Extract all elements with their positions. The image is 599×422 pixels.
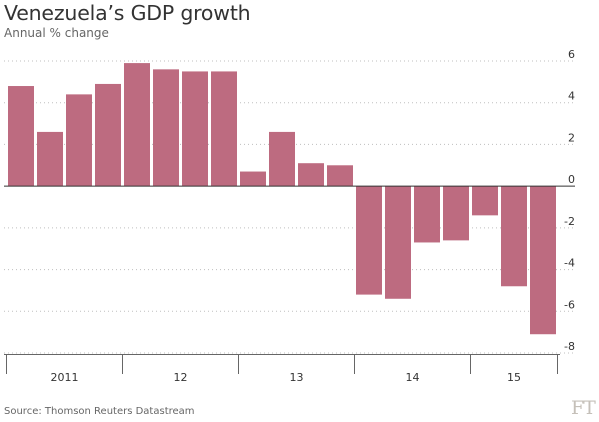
bar-18 — [530, 186, 556, 335]
gdp-growth-chart: 6 4 2 0 -2 -4 -6 -8 2011 12 13 14 15 — [4, 48, 575, 384]
bar-1 — [37, 131, 63, 187]
bar-6 — [182, 71, 208, 187]
x-year-label-15: 15 — [507, 371, 521, 384]
bar-12 — [356, 186, 382, 295]
y-tick-label--4: -4 — [564, 257, 575, 270]
bar-5 — [153, 69, 179, 187]
x-year-label-13: 13 — [290, 371, 304, 384]
y-tick-label--2: -2 — [564, 215, 575, 228]
bar-0 — [8, 86, 34, 187]
bar-9 — [269, 131, 295, 187]
ft-logo: FT — [571, 397, 596, 419]
bar-13 — [385, 186, 411, 299]
y-tick-label--8: -8 — [564, 340, 575, 353]
bar-14 — [414, 186, 440, 243]
x-year-label-12: 12 — [174, 371, 188, 384]
bar-2 — [66, 94, 92, 187]
x-year-label-2011: 2011 — [51, 371, 79, 384]
bar-3 — [95, 83, 121, 187]
bar-15 — [443, 186, 469, 241]
source-note: Source: Thomson Reuters Datastream — [4, 406, 195, 417]
bar-4 — [124, 63, 150, 187]
chart-subtitle: Annual % change — [4, 26, 109, 40]
bars-layer — [8, 63, 556, 335]
y-tick-label--6: -6 — [564, 298, 575, 311]
bar-10 — [298, 163, 324, 187]
bar-8 — [240, 171, 266, 187]
y-tick-label-4: 4 — [568, 90, 575, 103]
bar-17 — [501, 186, 527, 287]
axis-layer: 6 4 2 0 -2 -4 -6 -8 2011 12 13 14 15 — [4, 48, 575, 384]
bar-16 — [472, 186, 498, 216]
bar-11 — [327, 165, 353, 187]
x-year-label-14: 14 — [406, 371, 420, 384]
y-tick-label-0: 0 — [568, 173, 575, 186]
y-tick-label-6: 6 — [568, 48, 575, 61]
bar-7 — [211, 71, 237, 187]
chart-title: Venezuela’s GDP growth — [4, 1, 251, 25]
y-tick-label-2: 2 — [568, 131, 575, 144]
